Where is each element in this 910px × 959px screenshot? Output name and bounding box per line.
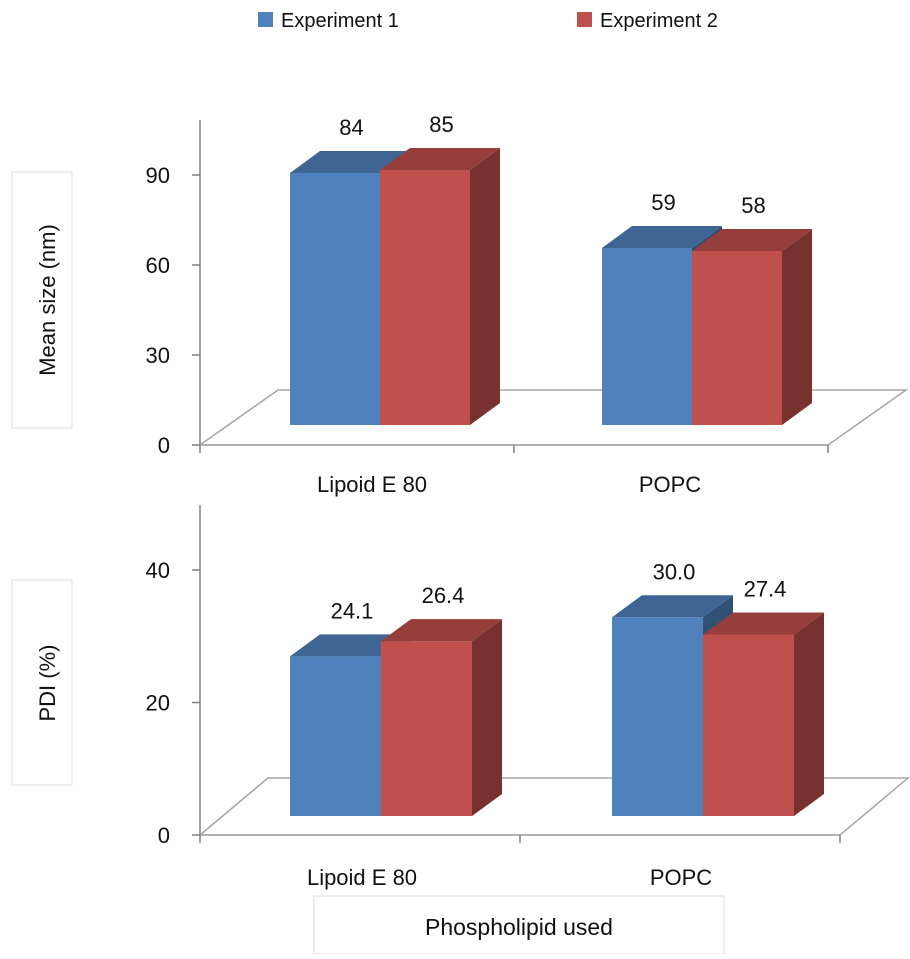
bar-experiment-2-popc [703,612,824,816]
y-tick-label: 40 [146,558,170,583]
legend-swatch-experiment-2 [577,12,592,27]
legend-label-experiment-1: Experiment 1 [281,10,399,32]
chart-panel-mean-size: 0 30 60 90 Lipoid E 80 POPC 84 85 59 58 [146,112,909,497]
x-tick-label-popc: POPC [639,472,701,497]
data-label-experiment-1-popc: 59 [651,190,675,215]
y-tick-label: 60 [146,253,170,278]
x-tick-label-popc: POPC [650,865,712,890]
y-tick-label: 0 [158,433,170,458]
data-label-experiment-2-popc: 58 [741,193,765,218]
data-label-experiment-2-lipoid-e-80: 85 [429,112,453,137]
x-tick-label-lipoid-e-80: Lipoid E 80 [317,472,427,497]
data-label-experiment-2-lipoid-e-80: 26.4 [422,583,465,608]
y-tick-label: 20 [146,691,170,716]
legend-swatch-experiment-1 [258,12,273,27]
y-tick-label: 0 [158,823,170,848]
y-axis-title-box-bottom [11,579,73,786]
x-tick-label-lipoid-e-80: Lipoid E 80 [307,865,417,890]
bar-experiment-2-popc [692,229,812,425]
y-axis-title-box-top [11,171,73,429]
x-axis-title: Phospholipid used [425,914,613,940]
bar-experiment-2-lipoid-e-80 [381,619,502,816]
legend-label-experiment-2: Experiment 2 [600,10,718,32]
y-axis-title-top: Mean size (nm) [35,224,60,376]
legend: Experiment 1 Experiment 2 [258,10,718,32]
chart-panel-pdi: 0 20 40 Lipoid E 80 POPC 24.1 26.4 30.0 27.4 [146,505,910,890]
x-axis-title-box [313,895,725,955]
bar-experiment-2-lipoid-e-80 [380,148,500,425]
data-label-experiment-1-lipoid-e-80: 24.1 [331,598,374,623]
data-label-experiment-1-popc: 30.0 [653,559,696,584]
data-label-experiment-2-popc: 27.4 [744,576,787,601]
y-tick-label: 30 [146,343,170,368]
y-tick-label: 90 [146,163,170,188]
y-axis-title-bottom: PDI (%) [35,645,60,722]
data-label-experiment-1-lipoid-e-80: 84 [339,115,363,140]
